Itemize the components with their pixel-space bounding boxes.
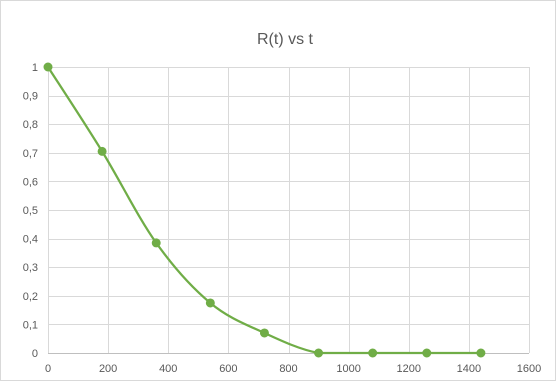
y-tick-label: 0,6 [23,176,38,188]
data-point [259,328,269,338]
y-tick-label: 0,1 [23,319,38,331]
x-tick-label: 1200 [397,363,421,375]
x-tick-label: 1400 [457,363,481,375]
x-tick-label: 600 [219,363,237,375]
x-tick-label: 1600 [517,363,541,375]
y-tick-label: 0,8 [23,119,38,131]
tick-labels: 0 0,1 0,2 0,3 0,4 0,5 0,6 0,7 0,8 0,9 1 0 200 400 600 8… [23,62,542,375]
data-point [151,238,161,248]
x-tick-label: 0 [45,363,51,375]
y-tick-label: 0,3 [23,262,38,274]
data-series [43,62,486,358]
chart-title: R(t) vs t [257,31,314,48]
y-tick-label: 0,5 [23,205,38,217]
data-point [476,348,486,358]
data-point [422,348,432,358]
x-tick-label: 800 [279,363,297,375]
gridlines [48,67,530,354]
data-point [368,348,378,358]
x-tick-label: 200 [99,363,117,375]
y-tick-label: 0,7 [23,148,38,160]
series-line [47,66,481,355]
y-tick-label: 0,4 [23,234,38,246]
x-tick-label: 1000 [336,363,360,375]
data-point [43,62,53,72]
x-tick-label: 400 [159,363,177,375]
y-tick-label: 0 [32,348,38,360]
data-point [314,348,324,358]
y-tick-label: 0,9 [23,91,38,103]
data-point [97,146,107,156]
data-point [205,298,215,308]
y-tick-label: 1 [32,62,38,74]
y-tick-label: 0,2 [23,291,38,303]
